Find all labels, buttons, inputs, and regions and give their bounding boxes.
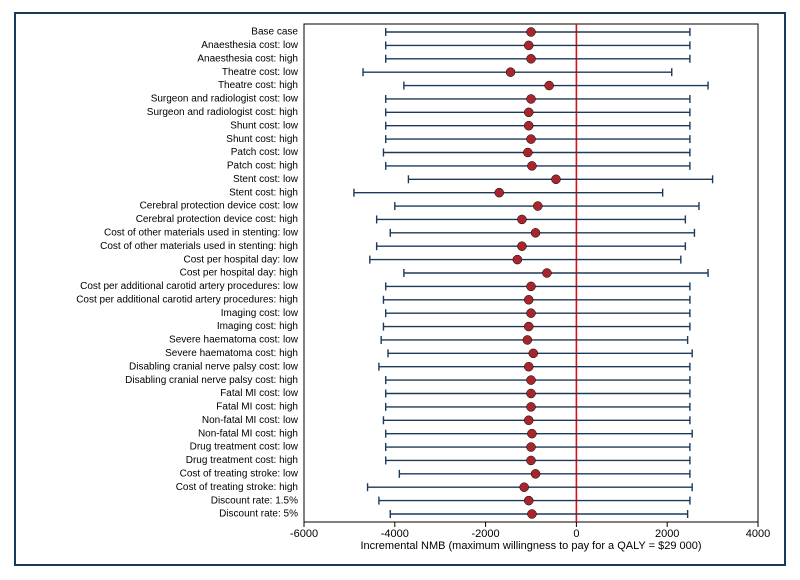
x-tick-label: -2000 (472, 528, 500, 540)
point-marker (527, 161, 536, 170)
point-marker (551, 175, 560, 184)
point-marker (529, 349, 538, 358)
row-label: Disabling cranial nerve palsy cost: high (125, 375, 298, 386)
point-marker (527, 309, 536, 318)
point-marker (524, 295, 533, 304)
point-marker (524, 41, 533, 50)
point-marker (495, 188, 504, 197)
point-marker (527, 429, 536, 438)
row-label: Severe haematoma cost: low (169, 335, 299, 346)
row-label: Anaesthesia cost: low (201, 40, 298, 51)
point-marker (520, 483, 529, 492)
point-marker (531, 228, 540, 237)
row-label: Severe haematoma cost: high (165, 348, 298, 359)
row-label: Cerebral protection device cost: low (140, 201, 299, 212)
x-tick-label: 0 (573, 528, 579, 540)
point-marker (524, 121, 533, 130)
point-marker (527, 282, 536, 291)
row-label: Shunt cost: high (226, 134, 298, 145)
row-label: Cost of treating stroke: low (180, 468, 299, 479)
row-label: Cost of treating stroke: high (176, 482, 298, 493)
row-label: Cerebral protection device cost: high (136, 214, 298, 225)
row-label: Cost per hospital day: low (183, 254, 298, 265)
row-label: Theatre cost: high (218, 80, 298, 91)
point-marker (524, 108, 533, 117)
row-label: Patch cost: low (231, 147, 299, 158)
row-label: Cost per additional carotid artery proce… (76, 294, 298, 305)
point-marker (513, 255, 522, 264)
row-label: Fatal MI cost: high (216, 402, 298, 413)
point-marker (527, 443, 536, 452)
point-marker (527, 456, 536, 465)
x-tick-label: 2000 (655, 528, 679, 540)
row-label: Discount rate: 5% (219, 509, 298, 520)
point-marker (527, 510, 536, 519)
x-tick-label: -4000 (381, 528, 409, 540)
point-marker (531, 469, 540, 478)
row-label: Discount rate: 1.5% (211, 495, 298, 506)
row-label: Stent cost: low (233, 174, 299, 185)
chart-frame: -6000 -4000 -2000 0 2000 4000 Incremental NMB … (0, 0, 800, 580)
x-tick-label: 4000 (746, 528, 770, 540)
point-marker (527, 28, 536, 37)
point-marker (545, 81, 554, 90)
x-axis-label: Incremental NMB (maximum willingness to … (360, 540, 701, 552)
row-label: Anaesthesia cost: high (197, 53, 298, 64)
row-label: Cost per hospital day: high (180, 268, 298, 279)
row-label: Imaging cost: high (217, 321, 298, 332)
point-marker (524, 322, 533, 331)
row-label: Base case (251, 27, 298, 38)
row-label: Shunt cost: low (230, 120, 299, 131)
point-marker (542, 269, 551, 278)
point-marker (517, 215, 526, 224)
row-label: Non-fatal MI cost: low (202, 415, 299, 426)
point-marker (523, 148, 532, 157)
forest-plot-svg: -6000 -4000 -2000 0 2000 4000 Incremental NMB … (14, 12, 786, 566)
forest-plot: -6000 -4000 -2000 0 2000 4000 Incremental NMB … (14, 12, 786, 566)
row-label: Non-fatal MI cost: high (198, 428, 298, 439)
row-label: Disabling cranial nerve palsy cost: low (129, 361, 299, 372)
point-marker (523, 335, 532, 344)
point-marker (527, 376, 536, 385)
point-marker (527, 135, 536, 144)
point-marker (533, 202, 542, 211)
row-label: Surgeon and radiologist cost: low (151, 94, 299, 105)
point-marker (524, 362, 533, 371)
row-label: Surgeon and radiologist cost: high (147, 107, 298, 118)
point-marker (527, 54, 536, 63)
x-tick-label: -6000 (290, 528, 318, 540)
row-label: Drug treatment cost: high (186, 455, 298, 466)
row-label: Theatre cost: low (222, 67, 299, 78)
row-label: Fatal MI cost: low (220, 388, 299, 399)
point-marker (527, 94, 536, 103)
row-label: Imaging cost: low (221, 308, 299, 319)
row-label: Patch cost: high (227, 161, 298, 172)
row-label: Drug treatment cost: low (190, 442, 299, 453)
point-marker (527, 389, 536, 398)
point-marker (524, 416, 533, 425)
row-label: Cost of other materials used in stenting… (104, 227, 299, 238)
point-marker (517, 242, 526, 251)
row-label: Cost per additional carotid artery proce… (80, 281, 299, 292)
point-marker (527, 402, 536, 411)
point-marker (524, 496, 533, 505)
point-marker (506, 68, 515, 77)
row-label: Cost of other materials used in stenting… (100, 241, 298, 252)
row-label: Stent cost: high (229, 187, 298, 198)
